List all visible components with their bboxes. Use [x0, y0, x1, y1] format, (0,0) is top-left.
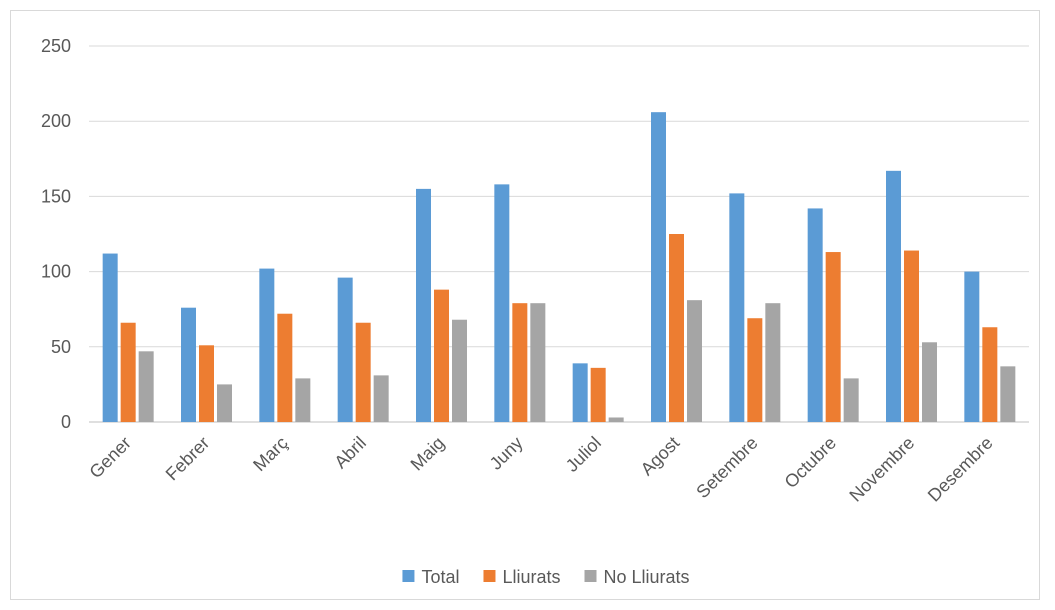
legend-label: Total — [421, 567, 459, 587]
bar — [807, 208, 823, 422]
bar — [494, 184, 510, 422]
x-tick-label: Agost — [637, 433, 684, 480]
gridlines — [89, 45, 1029, 423]
x-tick-label: Novembre — [845, 433, 918, 506]
legend-swatch — [483, 570, 496, 582]
y-tick-label: 50 — [51, 337, 71, 357]
bar — [277, 313, 293, 422]
x-tick-label: Febrer — [162, 433, 214, 485]
bar — [843, 378, 859, 422]
x-tick-label: Desembre — [924, 433, 997, 506]
y-tick-label: 200 — [41, 111, 71, 131]
bar — [452, 319, 467, 422]
bar — [687, 300, 702, 422]
legend-item: Lliurats — [483, 567, 561, 587]
x-tick-label: Juliol — [562, 433, 605, 476]
x-tick-label: Juny — [486, 433, 527, 474]
y-axis-ticks: 0 50 100 150 200 250 — [41, 36, 71, 432]
bar — [120, 322, 136, 422]
bar — [102, 253, 118, 422]
bar — [373, 375, 389, 422]
bar — [825, 252, 841, 422]
bar — [199, 345, 214, 422]
bar — [217, 384, 232, 422]
bar — [765, 303, 781, 422]
bar — [337, 277, 353, 422]
legend-item: Total — [402, 567, 459, 587]
legend-label: No Lliurats — [604, 567, 690, 587]
bar — [982, 327, 998, 422]
y-tick-label: 0 — [61, 412, 71, 432]
x-tick-label: Gener — [85, 433, 135, 483]
bar — [964, 271, 980, 422]
chart-frame: 0 50 100 150 200 250 Gener Febrer Març Abril Maig… — [10, 10, 1040, 600]
bar — [590, 367, 606, 422]
y-tick-label: 100 — [41, 262, 71, 282]
bar — [651, 112, 666, 423]
y-tick-label: 150 — [41, 186, 71, 206]
x-tick-label: Setembre — [692, 433, 761, 502]
bar — [355, 322, 371, 422]
bars — [102, 112, 1016, 423]
bar — [904, 250, 919, 422]
legend-swatch — [402, 570, 415, 582]
bar — [138, 351, 154, 422]
x-axis-ticks: Gener Febrer Març Abril Maig Juny Juliol Agost S… — [85, 433, 996, 506]
bar — [747, 318, 763, 422]
bar — [416, 188, 431, 422]
y-tick-label: 250 — [41, 36, 71, 56]
legend-item: No Lliurats — [584, 567, 690, 587]
x-tick-label: Març — [249, 433, 291, 475]
bar — [434, 289, 449, 422]
bar — [295, 378, 311, 422]
bar-chart: 0 50 100 150 200 250 Gener Febrer Març Abril Maig… — [41, 36, 1029, 587]
bar — [512, 303, 528, 422]
x-tick-label: Abril — [330, 433, 370, 473]
x-tick-label: Octubre — [781, 433, 840, 492]
bar — [886, 170, 901, 422]
bar — [572, 363, 588, 422]
bar — [181, 307, 196, 422]
bar — [669, 234, 684, 422]
legend-swatch — [584, 570, 597, 582]
bar — [922, 342, 937, 422]
x-tick-label: Maig — [407, 433, 449, 475]
legend-label: Lliurats — [502, 567, 560, 587]
bar — [259, 268, 275, 422]
bar — [1000, 366, 1016, 422]
legend: Total Lliurats No Lliurats — [402, 567, 690, 587]
bar — [608, 417, 624, 422]
bar — [729, 193, 745, 422]
bar — [530, 303, 546, 422]
